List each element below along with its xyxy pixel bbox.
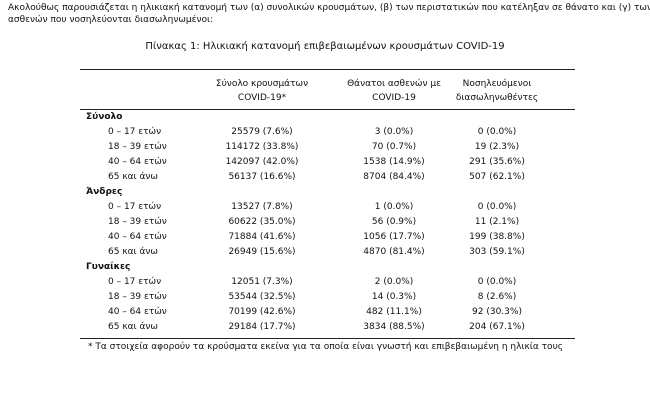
- table-cell: 11 (2.1%): [474, 217, 520, 227]
- row-label: 0 – 17 ετών: [108, 127, 162, 137]
- table-cell: 70199 (42.6%): [228, 307, 296, 317]
- table-cell: 0 (0.0%): [477, 202, 517, 212]
- row-label: 0 – 17 ετών: [108, 202, 162, 212]
- column-header: Νοσηλευόμενοι: [462, 79, 532, 89]
- row-label: 40 – 64 ετών: [108, 307, 167, 317]
- table-rule: [80, 109, 575, 110]
- table-cell: 114172 (33.8%): [225, 142, 299, 152]
- table-cell: 2 (0.0%): [374, 277, 414, 287]
- table-cell: 4870 (81.4%): [363, 247, 425, 257]
- table-cell: 29184 (17.7%): [228, 322, 296, 332]
- footnote: * Τα στοιχεία αφορούν τα κρούσματα εκείν…: [88, 342, 564, 352]
- intro-text: ασθενών που νοσηλεύονται διασωληνωμένοι:: [8, 15, 214, 25]
- table-cell: 3834 (88.5%): [363, 322, 425, 332]
- table-cell: 1 (0.0%): [374, 202, 414, 212]
- row-label: 65 και άνω: [108, 247, 158, 257]
- table-cell: 303 (59.1%): [469, 247, 525, 257]
- row-label: 40 – 64 ετών: [108, 232, 167, 242]
- row-label: 65 και άνω: [108, 172, 158, 182]
- column-header: Σύνολο κρουσμάτων: [215, 79, 309, 89]
- table-cell: 19 (2.3%): [474, 142, 520, 152]
- table-cell: 507 (62.1%): [469, 172, 525, 182]
- column-header: διασωληνωθέντες: [455, 93, 539, 103]
- table-caption: Πίνακας 1: Ηλικιακή κατανομή επιβεβαιωμέ…: [145, 41, 505, 52]
- row-label: 40 – 64 ετών: [108, 157, 167, 167]
- intro-text: Ακολούθως παρουσιάζεται η ηλικιακή καταν…: [8, 3, 650, 13]
- table-cell: 0 (0.0%): [477, 127, 517, 137]
- column-header: Θάνατοι ασθενών με: [347, 79, 441, 89]
- table-cell: 0 (0.0%): [477, 277, 517, 287]
- row-label: 65 και άνω: [108, 322, 158, 332]
- table-cell: 1056 (17.7%): [363, 232, 425, 242]
- table-cell: 56 (0.9%): [371, 217, 417, 227]
- table-cell: 8704 (84.4%): [363, 172, 425, 182]
- row-label: 18 – 39 ετών: [108, 217, 167, 227]
- table-cell: 56137 (16.6%): [228, 172, 296, 182]
- table-cell: 8 (2.6%): [477, 292, 517, 302]
- table-cell: 14 (0.3%): [371, 292, 417, 302]
- table-cell: 1538 (14.9%): [363, 157, 425, 167]
- group-label: Σύνολο: [86, 112, 123, 122]
- table-rule: [80, 338, 575, 339]
- table-cell: 13527 (7.8%): [231, 202, 293, 212]
- table-cell: 3 (0.0%): [374, 127, 414, 137]
- table-cell: 53544 (32.5%): [228, 292, 296, 302]
- group-label: Γυναίκες: [86, 262, 131, 272]
- table-cell: 482 (11.1%): [366, 307, 422, 317]
- table-cell: 204 (67.1%): [469, 322, 525, 332]
- column-header: COVID-19: [372, 93, 416, 103]
- table-cell: 26949 (15.6%): [228, 247, 296, 257]
- table-cell: 199 (38.8%): [469, 232, 525, 242]
- row-label: 0 – 17 ετών: [108, 277, 162, 287]
- table-cell: 92 (30.3%): [472, 307, 522, 317]
- table-cell: 25579 (7.6%): [231, 127, 293, 137]
- table-rule: [80, 69, 575, 70]
- column-header: COVID-19*: [237, 93, 287, 103]
- row-label: 18 – 39 ετών: [108, 292, 167, 302]
- table-cell: 70 (0.7%): [371, 142, 417, 152]
- table-cell: 12051 (7.3%): [231, 277, 293, 287]
- table-cell: 71884 (41.6%): [228, 232, 296, 242]
- table-cell: 60622 (35.0%): [228, 217, 296, 227]
- group-label: Άνδρες: [86, 187, 123, 197]
- table-cell: 142097 (42.0%): [225, 157, 299, 167]
- row-label: 18 – 39 ετών: [108, 142, 167, 152]
- table-cell: 291 (35.6%): [469, 157, 525, 167]
